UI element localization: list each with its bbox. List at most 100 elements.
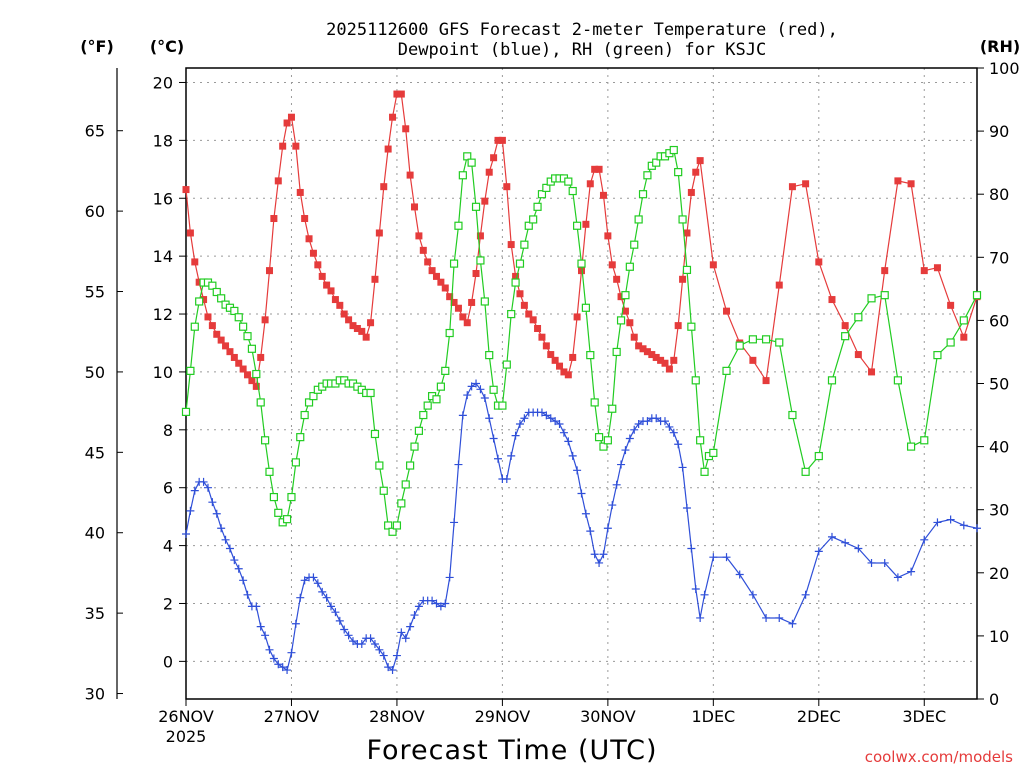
fahrenheit-tick-label: 60: [85, 202, 105, 221]
temperature-point: [279, 142, 287, 150]
temperature-point: [292, 142, 300, 150]
temperature-point: [270, 215, 278, 223]
temperature-point: [573, 313, 581, 321]
dewpoint-point: [621, 446, 630, 455]
rh-point: [946, 338, 955, 347]
credit-link[interactable]: coolwx.com/models: [865, 748, 1013, 766]
rh-point: [282, 515, 292, 524]
dewpoint-point: [735, 570, 744, 579]
temperature-point: [723, 307, 731, 315]
rh-point: [788, 410, 797, 420]
rh-tick-label: 20: [989, 564, 1009, 583]
temperature-point: [415, 232, 423, 240]
rh-point: [291, 458, 300, 467]
temperature-point: [490, 154, 498, 162]
dewpoint-point: [287, 648, 296, 657]
rh-point: [274, 508, 283, 517]
dewpoint-point: [841, 538, 850, 547]
temperature-point: [358, 327, 366, 335]
rh-point: [638, 190, 648, 199]
rh-point: [625, 262, 634, 271]
temperature-point: [709, 261, 717, 269]
temperature-point: [340, 310, 348, 318]
rh-point: [296, 433, 305, 442]
dewpoint-point: [507, 451, 516, 460]
temperature-point: [687, 188, 695, 196]
temperature-point: [195, 278, 203, 286]
dewpoint-point: [392, 651, 401, 660]
temperature-point: [380, 183, 388, 191]
temperature-point: [463, 319, 471, 327]
rh-point: [181, 407, 191, 416]
dewpoint-point: [428, 596, 437, 605]
rh-point: [801, 467, 810, 476]
dewpoint-point: [480, 393, 489, 402]
temperature-point: [305, 235, 313, 243]
temperature-point: [868, 368, 876, 376]
rh-point: [247, 344, 257, 353]
dewpoint-point: [489, 434, 498, 443]
temperature-point: [542, 342, 550, 350]
dewpoint-point: [586, 527, 595, 536]
rh-point: [423, 401, 432, 410]
rh-unit-label: (RH): [980, 37, 1020, 56]
dewpoint-point: [643, 417, 652, 426]
rh-point: [507, 309, 516, 319]
temperature-point: [679, 275, 687, 283]
temperature-point: [419, 246, 427, 254]
dewpoint-line: [185, 382, 978, 672]
dewpoint-point: [340, 625, 349, 634]
rh-point: [480, 297, 489, 306]
rh-point: [630, 240, 639, 249]
temperature-point: [248, 377, 256, 385]
temperature-point: [362, 333, 370, 341]
rh-point: [419, 410, 428, 420]
celsius-tick-label: 4: [163, 537, 173, 556]
temperature-point: [222, 342, 230, 350]
dewpoint-point: [182, 530, 190, 539]
dewpoint-point: [221, 535, 230, 544]
dewpoint-point: [520, 414, 529, 423]
rh-tick-label: 60: [989, 311, 1009, 330]
rh-point: [436, 382, 445, 391]
rh-point: [410, 442, 419, 451]
rh-point: [463, 152, 472, 161]
dewpoint-point: [186, 506, 195, 515]
temperature-series: [182, 90, 981, 390]
dewpoint-point: [973, 524, 981, 533]
rh-point: [814, 451, 823, 461]
dewpoint-point: [709, 553, 718, 562]
temperature-point: [226, 348, 234, 356]
dewpoint-point: [630, 425, 639, 434]
temperature-point: [406, 171, 414, 179]
rh-point: [471, 202, 481, 211]
rh-point: [678, 215, 687, 224]
rh-point: [261, 436, 270, 445]
rh-point: [603, 436, 612, 445]
temperature-point: [828, 296, 836, 304]
dewpoint-point: [458, 411, 467, 420]
x-tick-label: 26NOV: [158, 707, 214, 726]
rh-point: [392, 521, 402, 530]
rh-point: [652, 158, 661, 167]
temperature-point: [960, 333, 968, 341]
temperature-point: [696, 157, 704, 165]
dewpoint-point: [907, 567, 916, 576]
dewpoint-point: [775, 613, 784, 622]
dewpoint-point: [827, 532, 836, 541]
rh-point: [669, 145, 678, 155]
dewpoint-point: [384, 663, 393, 672]
rh-point: [867, 294, 876, 303]
dewpoint-point: [696, 613, 705, 622]
rh-point: [612, 347, 621, 357]
fahrenheit-tick-label: 65: [85, 122, 105, 141]
rh-point: [709, 448, 718, 458]
temperature-point: [595, 165, 603, 173]
temperature-point: [454, 304, 462, 312]
rh-point: [366, 388, 375, 398]
rh-point: [581, 303, 590, 312]
rh-tick-label: 40: [989, 438, 1009, 457]
temperature-point: [402, 125, 410, 133]
dewpoint-point: [959, 521, 968, 530]
data-series: [181, 90, 982, 675]
